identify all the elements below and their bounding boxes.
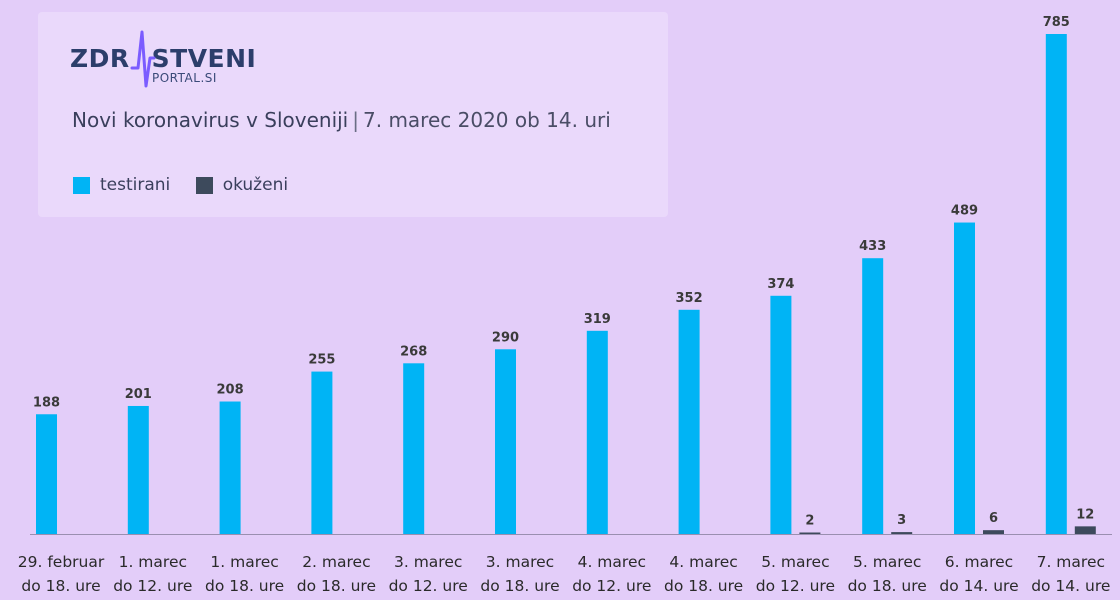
x-tick-label: 3. marec	[394, 553, 462, 571]
x-tick-label: 7. marec	[1037, 553, 1105, 571]
bar-testirani	[403, 363, 425, 534]
data-label-testirani: 255	[308, 353, 335, 368]
data-label-testirani: 433	[859, 239, 886, 254]
x-tick-label: do 12. ure	[572, 577, 651, 595]
x-tick-label: do 12. ure	[389, 577, 468, 595]
bar-testirani	[586, 330, 608, 534]
data-label-okuzeni: 12	[1076, 507, 1094, 522]
x-tick-label: do 18. ure	[848, 577, 927, 595]
bar-okuzeni	[983, 530, 1004, 534]
data-label-testirani: 374	[767, 277, 794, 292]
logo: ZDR STVENI PORTAL.SI	[70, 28, 260, 98]
x-tick-label: 6. marec	[945, 553, 1013, 571]
x-tick-label: 1. marec	[119, 553, 187, 571]
data-label-testirani: 489	[951, 204, 978, 219]
legend-item-okuzeni: okuženi	[195, 175, 288, 195]
data-label-okuzeni: 3	[897, 513, 906, 528]
x-tick-label: 4. marec	[669, 553, 737, 571]
x-tick-label: 29. februar	[18, 553, 105, 571]
data-label-testirani: 352	[676, 291, 703, 306]
x-tick-label: 3. marec	[486, 553, 554, 571]
x-tick-label: 1. marec	[210, 553, 278, 571]
data-label-testirani: 319	[584, 312, 611, 327]
x-tick-label: 4. marec	[578, 553, 646, 571]
bar-testirani	[127, 405, 149, 534]
data-label-testirani: 208	[217, 383, 244, 398]
x-tick-label: do 14. ure	[939, 577, 1018, 595]
x-tick-label: 2. marec	[302, 553, 370, 571]
bar-testirani	[219, 401, 241, 534]
bar-okuzeni	[799, 532, 821, 534]
legend: testirani okuženi	[73, 175, 308, 199]
bar-okuzeni	[1074, 526, 1096, 534]
x-tick-label: do 18. ure	[664, 577, 743, 595]
bar-testirani	[36, 414, 57, 534]
legend-swatch-okuzeni	[195, 176, 213, 194]
data-label-testirani: 785	[1043, 15, 1070, 30]
data-label-testirani: 188	[33, 395, 60, 410]
x-tick-label: do 14. ure	[1031, 577, 1110, 595]
x-tick-label: do 18. ure	[205, 577, 284, 595]
legend-swatch-testirani	[73, 176, 90, 194]
x-tick-label: do 18. ure	[480, 577, 559, 595]
heartbeat-icon	[130, 30, 156, 88]
data-label-testirani: 201	[125, 387, 152, 402]
legend-item-testirani: testirani	[73, 175, 170, 195]
x-tick-label: 5. marec	[761, 553, 829, 571]
data-label-okuzeni: 2	[805, 514, 814, 529]
logo-subtext: PORTAL.SI	[152, 71, 217, 85]
bar-testirani	[495, 349, 516, 534]
x-tick-label: do 18. ure	[297, 577, 376, 595]
data-label-testirani: 268	[400, 344, 427, 359]
bar-testirani	[311, 371, 333, 534]
bar-testirani	[1045, 34, 1067, 534]
x-tick-label: do 12. ure	[756, 577, 835, 595]
x-tick-label: do 18. ure	[21, 577, 100, 595]
bar-testirani	[770, 295, 792, 534]
x-tick-label: do 12. ure	[113, 577, 192, 595]
data-label-testirani: 290	[492, 330, 519, 345]
data-label-okuzeni: 6	[989, 511, 998, 526]
bar-testirani	[862, 258, 884, 534]
bar-testirani	[678, 309, 700, 534]
logo-text: ZDR STVENI	[70, 44, 257, 73]
x-tick-label: 5. marec	[853, 553, 921, 571]
bar-okuzeni	[891, 532, 913, 534]
chart-title: Novi koronavirus v Sloveniji | 7. marec 20…	[72, 108, 611, 132]
bar-testirani	[954, 222, 975, 534]
